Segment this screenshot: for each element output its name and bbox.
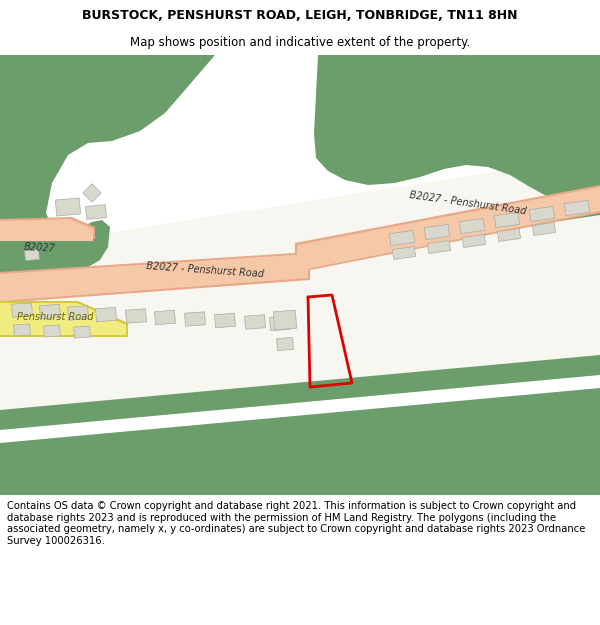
Polygon shape [0,55,215,273]
Polygon shape [0,388,600,495]
Bar [424,224,450,239]
Bar [44,325,61,337]
Bar [40,304,61,319]
Bar [497,229,521,241]
Bar [277,338,293,351]
Polygon shape [0,301,128,337]
Text: BURSTOCK, PENSHURST ROAD, LEIGH, TONBRIDGE, TN11 8HN: BURSTOCK, PENSHURST ROAD, LEIGH, TONBRID… [82,9,518,22]
Polygon shape [300,205,600,267]
Bar [269,316,290,331]
Polygon shape [0,219,93,241]
Bar [185,312,205,326]
Polygon shape [0,254,308,301]
Polygon shape [314,55,600,207]
Bar [155,311,175,324]
Bar [25,249,40,261]
Bar [459,218,485,234]
Bar [85,204,107,219]
Bar [74,326,91,338]
Bar [274,310,296,330]
Polygon shape [297,187,600,271]
Text: Penshurst Road: Penshurst Road [17,312,93,322]
Text: Contains OS data © Crown copyright and database right 2021. This information is : Contains OS data © Crown copyright and d… [7,501,586,546]
Text: B2027: B2027 [24,242,56,254]
Bar [494,213,520,228]
Bar [55,198,80,216]
Text: B2027 - Penshurst Road: B2027 - Penshurst Road [146,261,264,279]
Bar [564,201,590,216]
Bar [427,241,451,254]
Polygon shape [0,355,600,430]
Bar [11,303,32,317]
Bar [463,234,485,248]
Bar [14,324,31,336]
Text: B2027 - Penshurst Road: B2027 - Penshurst Road [409,190,527,216]
Bar [215,313,235,328]
Bar [68,306,88,320]
Bar [83,184,101,203]
Bar [389,231,415,246]
Polygon shape [295,185,600,273]
Polygon shape [0,303,126,335]
Text: Map shows position and indicative extent of the property.: Map shows position and indicative extent… [130,36,470,49]
Bar [95,308,116,322]
Bar [245,315,265,329]
Polygon shape [0,252,310,303]
Bar [392,246,416,259]
Polygon shape [0,217,95,239]
Bar [529,206,555,222]
Polygon shape [0,155,600,413]
Bar [125,309,146,323]
Bar [532,222,556,236]
